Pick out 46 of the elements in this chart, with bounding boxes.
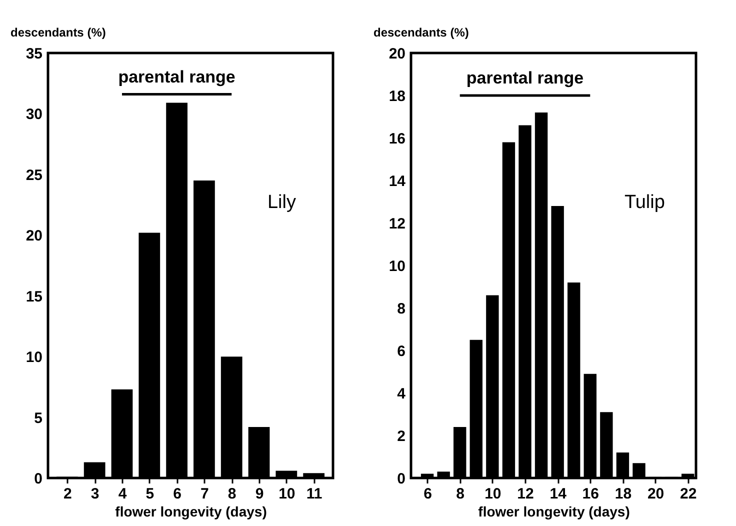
y-tick-label: 20 (388, 46, 406, 62)
y-tick-label: 14 (388, 173, 406, 190)
y-tick-label: 10 (388, 258, 406, 275)
x-tick-label: 10 (484, 486, 502, 502)
y-tick-label: 10 (26, 349, 42, 366)
x-tick-label: 6 (424, 486, 432, 502)
x-tick-label: 16 (582, 486, 599, 502)
x-tick-label: 14 (550, 486, 568, 502)
annotation: Lily (267, 192, 296, 213)
x-tick-label: 22 (680, 486, 697, 502)
x-tick-label: 6 (173, 486, 182, 502)
y-tick-label: 18 (388, 88, 406, 105)
annotation: parental range (118, 67, 236, 86)
y-tick-label: 0 (34, 470, 42, 488)
annotation: parental range (466, 68, 584, 88)
y-tick-label: 5 (34, 410, 42, 427)
y-tick-label: 30 (26, 106, 42, 124)
y-tick-label: 35 (26, 46, 42, 62)
y-tick-label: 6 (397, 343, 406, 360)
x-tick-label: 9 (255, 486, 264, 502)
y-axis-title: descendants (%) (10, 26, 106, 40)
x-tick-label: 2 (64, 486, 72, 502)
x-tick-label: 7 (200, 486, 209, 502)
x-tick-label: 11 (306, 486, 322, 502)
y-tick-label: 8 (397, 300, 406, 318)
annotation: Tulip (624, 192, 665, 213)
x-tick-label: 20 (647, 486, 664, 502)
x-tick-label: 8 (228, 486, 236, 502)
y-tick-label: 20 (26, 228, 42, 245)
x-axis-title: flower longevity (days) (115, 504, 267, 520)
x-tick-label: 10 (278, 486, 296, 502)
y-tick-label: 16 (388, 130, 406, 148)
y-tick-label: 0 (397, 470, 406, 488)
x-axis-title: flower longevity (days) (478, 504, 630, 520)
y-tick-label: 4 (397, 386, 406, 402)
y-axis-title: descendants (%) (374, 26, 469, 40)
x-tick-label: 3 (90, 486, 100, 502)
y-tick-label: 15 (26, 288, 42, 306)
y-tick-label: 12 (388, 216, 406, 232)
x-tick-label: 4 (118, 486, 128, 502)
x-tick-label: 5 (146, 486, 154, 502)
x-tick-label: 18 (614, 486, 632, 502)
x-tick-label: 12 (517, 486, 534, 502)
y-tick-label: 2 (397, 428, 406, 445)
x-tick-label: 8 (456, 486, 465, 502)
y-tick-label: 25 (26, 166, 42, 184)
